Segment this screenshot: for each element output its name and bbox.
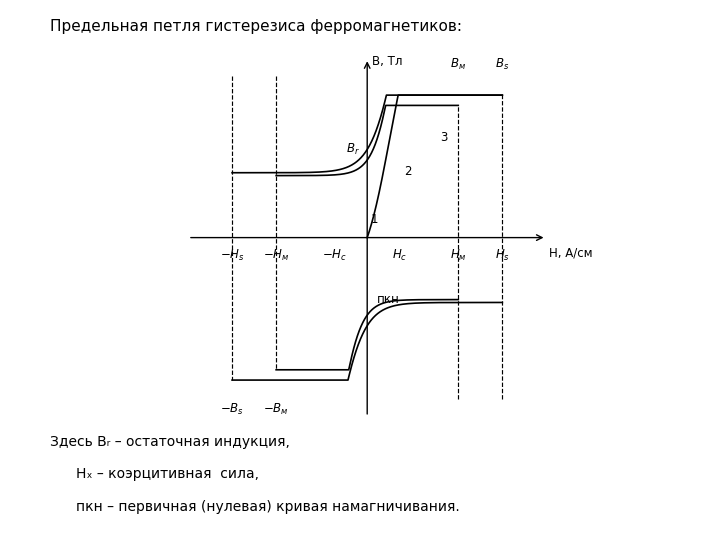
Text: $-H_c$: $-H_c$ <box>323 248 348 263</box>
Text: Здесь Bᵣ – остаточная индукция,: Здесь Bᵣ – остаточная индукция, <box>50 435 290 449</box>
Text: $H_м$: $H_м$ <box>450 248 467 263</box>
Text: $-B_s$: $-B_s$ <box>220 402 244 417</box>
Text: Предельная петля гистерезиса ферромагнетиков:: Предельная петля гистерезиса ферромагнет… <box>50 19 462 34</box>
Text: 2: 2 <box>405 165 412 178</box>
Text: $H_c$: $H_c$ <box>392 248 407 263</box>
Text: Hₓ – коэрцитивная  сила,: Hₓ – коэрцитивная сила, <box>76 467 258 481</box>
Text: пкн: пкн <box>377 293 399 306</box>
Text: $-B_м$: $-B_м$ <box>264 402 289 417</box>
Text: пкн – первичная (нулевая) кривая намагничивания.: пкн – первичная (нулевая) кривая намагни… <box>76 500 459 514</box>
Text: $-H_s$: $-H_s$ <box>220 248 245 263</box>
Text: В, Тл: В, Тл <box>372 56 402 69</box>
Text: $-H_м$: $-H_м$ <box>263 248 289 263</box>
Text: H, А/см: H, А/см <box>549 246 593 259</box>
Text: $H_s$: $H_s$ <box>495 248 510 263</box>
Text: 3: 3 <box>440 131 447 144</box>
Text: $B_s$: $B_s$ <box>495 57 510 72</box>
Text: 1: 1 <box>371 213 378 226</box>
Text: $B_м$: $B_м$ <box>450 57 467 72</box>
Text: $B_r$: $B_r$ <box>346 142 360 157</box>
